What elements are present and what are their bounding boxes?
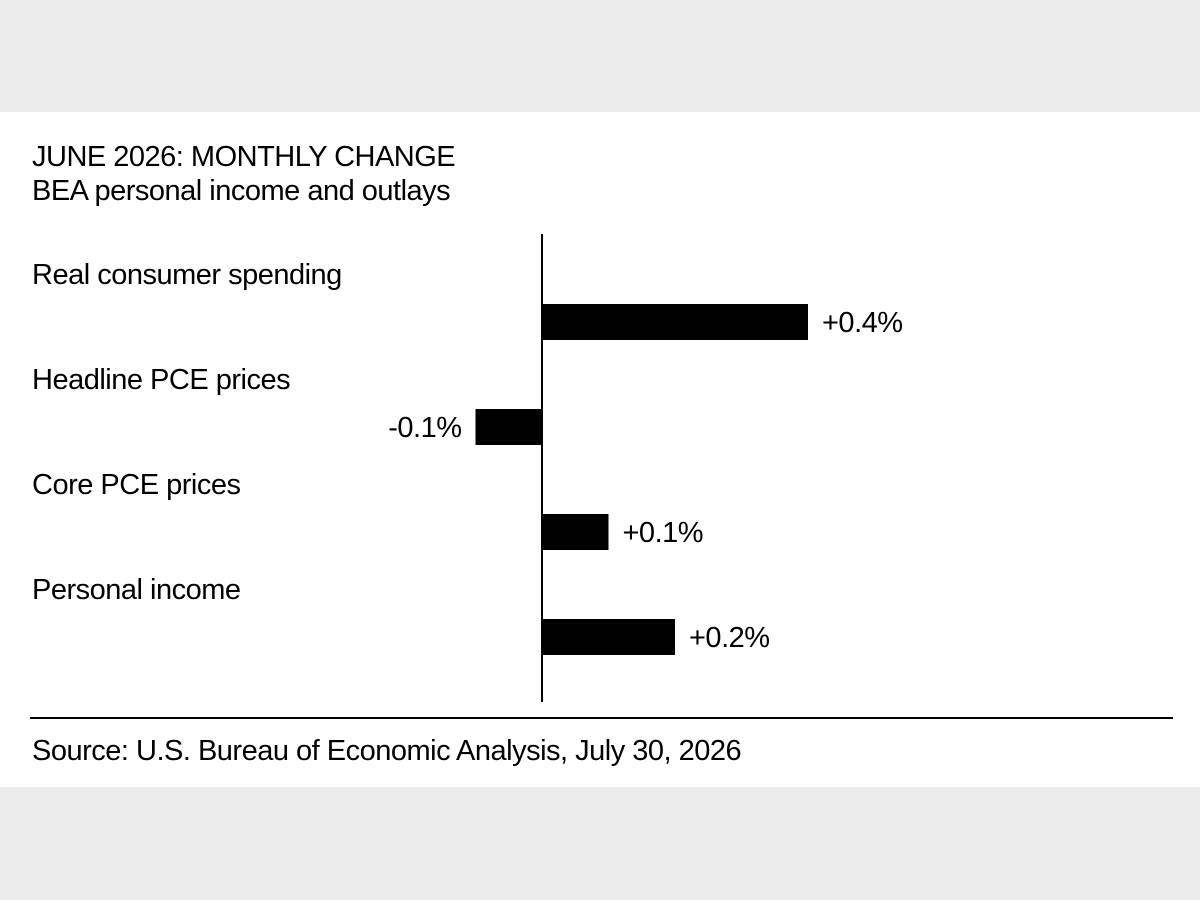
data-label: +0.4% — [822, 307, 903, 339]
footer-divider — [30, 717, 1173, 719]
category-label: Headline PCE prices — [32, 364, 290, 396]
chart-card: JUNE 2026: MONTHLY CHANGE BEA personal i… — [0, 112, 1200, 787]
bar — [475, 409, 542, 445]
category-label: Personal income — [32, 574, 241, 606]
chart-subtitle: BEA personal income and outlays — [32, 175, 451, 207]
data-label: +0.2% — [689, 622, 770, 654]
bars-layer: Real consumer spending +0.4% Headline PCE … — [32, 234, 903, 702]
category-label: Core PCE prices — [32, 469, 240, 501]
bar — [542, 514, 609, 550]
data-label: -0.1% — [388, 412, 461, 444]
chart-title: JUNE 2026: MONTHLY CHANGE — [32, 141, 456, 173]
bar — [542, 304, 808, 340]
bar — [542, 619, 675, 655]
data-label: +0.1% — [623, 517, 704, 549]
source-note: Source: U.S. Bureau of Economic Analysis… — [32, 735, 742, 767]
bar-chart: Real consumer spending +0.4% Headline PCE … — [32, 234, 903, 702]
category-label: Real consumer spending — [32, 259, 342, 291]
